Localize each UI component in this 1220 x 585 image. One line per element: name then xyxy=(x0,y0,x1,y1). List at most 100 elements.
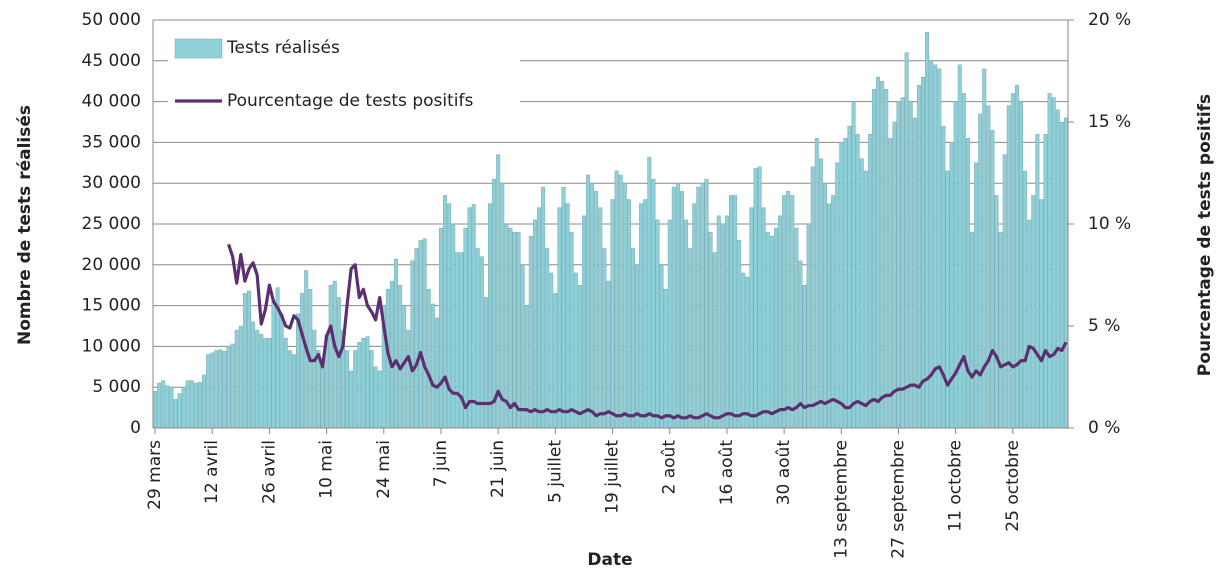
bar xyxy=(516,231,521,429)
bar xyxy=(463,227,468,429)
bar xyxy=(790,195,795,429)
bar xyxy=(904,52,909,429)
y-tick-label: 10 000 xyxy=(82,336,141,356)
bar xyxy=(279,313,284,429)
y-tick-label: 40 000 xyxy=(82,92,141,112)
bar xyxy=(724,215,729,429)
legend-swatch xyxy=(174,38,223,59)
x-tick-label: 2 août xyxy=(660,440,680,495)
bar xyxy=(247,290,251,429)
bar xyxy=(892,121,897,429)
bar xyxy=(1006,105,1011,429)
bar xyxy=(700,182,705,429)
y-tick-label: 45 000 xyxy=(82,51,141,71)
bar xyxy=(332,280,337,429)
bar xyxy=(978,113,983,429)
x-tick-label: 25 octobre xyxy=(1003,440,1023,532)
bar xyxy=(733,195,738,429)
bar xyxy=(1031,195,1036,429)
bar xyxy=(328,284,333,429)
bar xyxy=(569,231,574,429)
bar xyxy=(467,207,472,429)
bar xyxy=(606,280,611,429)
y-tick-label: 30 000 xyxy=(82,173,141,193)
bar xyxy=(847,125,852,429)
y-tick-label: 35 000 xyxy=(82,132,141,152)
bar xyxy=(986,105,991,429)
x-tick-label: 19 juillet xyxy=(603,440,623,514)
bar xyxy=(941,125,946,429)
bar xyxy=(663,289,668,429)
bar xyxy=(871,89,876,429)
bar xyxy=(912,117,917,429)
bar xyxy=(185,380,190,429)
bar xyxy=(614,170,619,429)
bar xyxy=(153,391,158,429)
bar xyxy=(1051,97,1056,429)
x-tick-label: 5 juillet xyxy=(545,440,565,503)
bar xyxy=(267,337,272,429)
x-tick-label: 27 septembre xyxy=(888,440,908,559)
y2-tick-label: 15 % xyxy=(1088,112,1131,132)
bar xyxy=(504,223,509,429)
bar xyxy=(177,393,182,429)
bar xyxy=(647,156,652,429)
y-axis-title: Nombre de tests réalisés xyxy=(15,105,35,345)
x-axis-title: Date xyxy=(587,550,632,570)
bar xyxy=(712,252,717,429)
bar xyxy=(867,133,872,429)
bar xyxy=(500,182,505,429)
bar xyxy=(720,223,725,429)
bar xyxy=(234,329,239,429)
bar xyxy=(369,350,374,429)
bar xyxy=(741,272,746,429)
bar xyxy=(483,297,488,429)
bar xyxy=(581,215,586,429)
bar xyxy=(230,343,235,429)
bar xyxy=(251,321,256,429)
bar xyxy=(1002,154,1007,429)
bar xyxy=(957,64,962,429)
bar xyxy=(549,272,554,429)
bar xyxy=(671,187,676,429)
bar xyxy=(438,227,443,429)
bar xyxy=(300,293,305,429)
bar xyxy=(512,231,517,429)
bar xyxy=(1043,133,1048,429)
x-tick-label: 30 août xyxy=(774,440,794,506)
bar xyxy=(377,370,382,429)
x-tick-label: 24 mai xyxy=(374,440,394,499)
bar xyxy=(908,101,913,429)
bar xyxy=(765,231,770,429)
bar xyxy=(925,31,930,429)
bar xyxy=(704,178,709,429)
x-tick-label: 29 mars xyxy=(145,440,165,510)
bar xyxy=(737,240,742,429)
x-tick-label: 10 mai xyxy=(317,440,337,499)
bar xyxy=(590,182,595,429)
bar xyxy=(361,337,366,429)
bar xyxy=(876,76,881,429)
y2-tick-label: 5 % xyxy=(1088,316,1120,336)
bar xyxy=(970,231,974,429)
bar xyxy=(434,317,439,429)
bar xyxy=(708,231,713,429)
bar xyxy=(716,215,721,429)
bar xyxy=(287,350,292,429)
bar xyxy=(1027,219,1032,429)
bar xyxy=(365,336,370,429)
bar xyxy=(1047,93,1052,429)
legend-label: Tests réalisés xyxy=(226,38,340,58)
bar xyxy=(242,293,247,429)
bar xyxy=(557,207,562,429)
bar xyxy=(655,219,660,429)
y-tick-label: 5 000 xyxy=(92,377,141,397)
x-tick-label: 16 août xyxy=(717,440,737,506)
bar xyxy=(810,166,815,429)
bar xyxy=(827,203,832,429)
bar xyxy=(181,386,186,429)
bar xyxy=(782,195,787,429)
y-tick-label: 0 xyxy=(130,418,141,438)
bar xyxy=(1010,93,1015,429)
bar xyxy=(618,174,623,429)
